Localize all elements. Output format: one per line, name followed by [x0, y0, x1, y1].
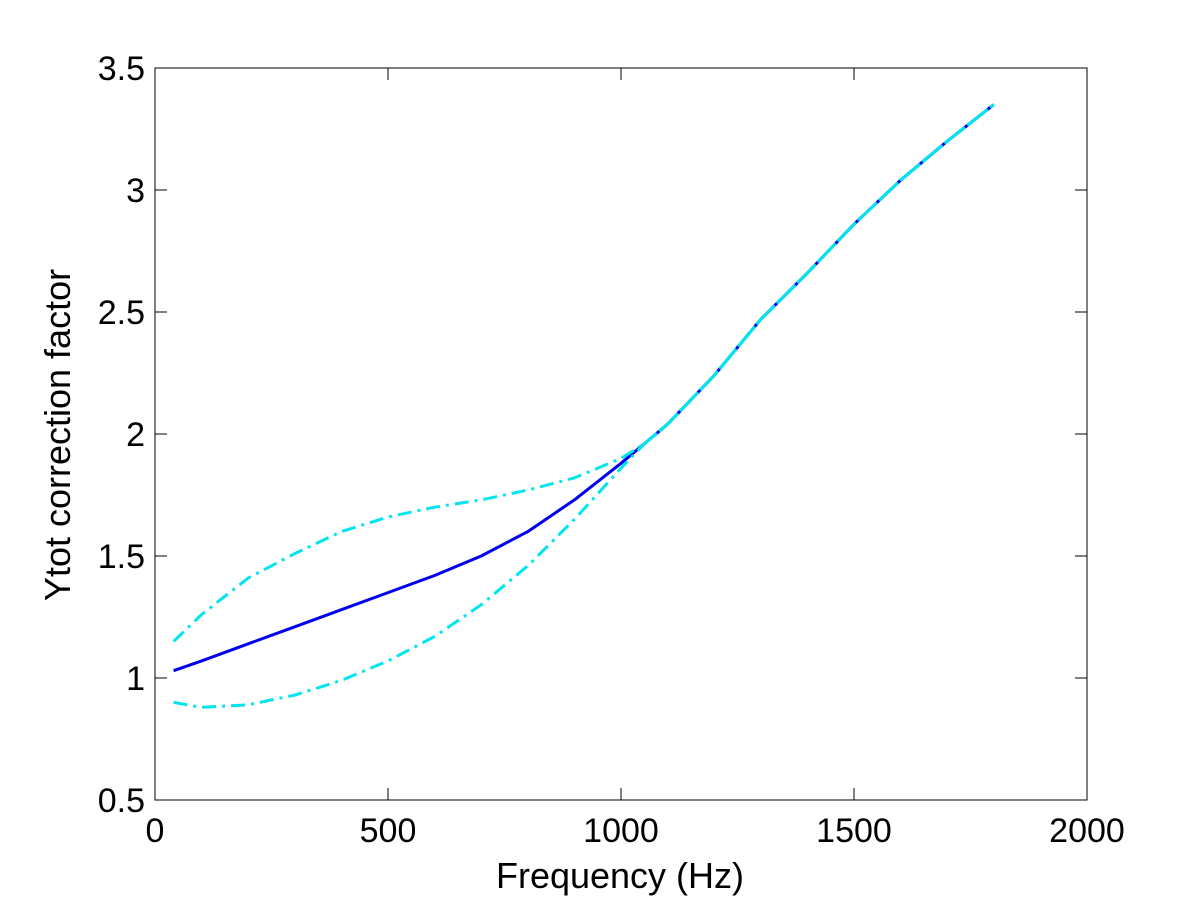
series-line-3 — [173, 103, 995, 709]
y-tick-label: 1.5 — [98, 538, 145, 576]
x-tick-label: 1000 — [583, 812, 659, 850]
y-tick-label: 3.5 — [98, 50, 145, 88]
x-tick-label: 0 — [146, 812, 165, 850]
x-axis-label: Frequency (Hz) — [496, 855, 744, 896]
y-tick-label: 2.5 — [98, 294, 145, 332]
y-axis-label: Ytot correction factor — [37, 269, 78, 601]
tick-layer: 0 500 1000 1500 2000 0.5 1 1.5 2 2.5 3 3.5 — [98, 50, 1125, 850]
y-tick-label: 0.5 — [98, 782, 145, 820]
y-tick-label: 2 — [126, 416, 145, 454]
y-tick-label: 3 — [126, 172, 145, 210]
x-tick-label: 2000 — [1049, 812, 1125, 850]
series-layer — [172, 103, 995, 709]
y-tick-label: 1 — [126, 660, 145, 698]
x-tick-label: 1500 — [816, 812, 892, 850]
x-tick-label: 500 — [360, 812, 417, 850]
